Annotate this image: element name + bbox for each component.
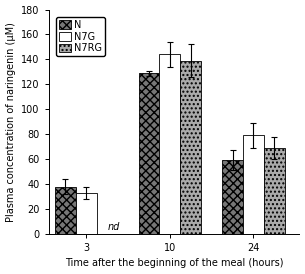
Bar <box>55 187 76 234</box>
Bar <box>243 135 264 234</box>
Bar <box>76 193 97 234</box>
Bar <box>264 148 285 234</box>
Bar <box>180 61 201 234</box>
Legend: N, N7G, N7RG: N, N7G, N7RG <box>56 17 106 56</box>
Bar <box>222 160 243 234</box>
Bar <box>160 55 180 234</box>
Bar <box>138 73 160 234</box>
Y-axis label: Plasma concentration of naringenin (μM): Plasma concentration of naringenin (μM) <box>5 22 16 222</box>
X-axis label: Time after the beginning of the meal (hours): Time after the beginning of the meal (ho… <box>65 258 283 269</box>
Text: nd: nd <box>107 222 120 232</box>
